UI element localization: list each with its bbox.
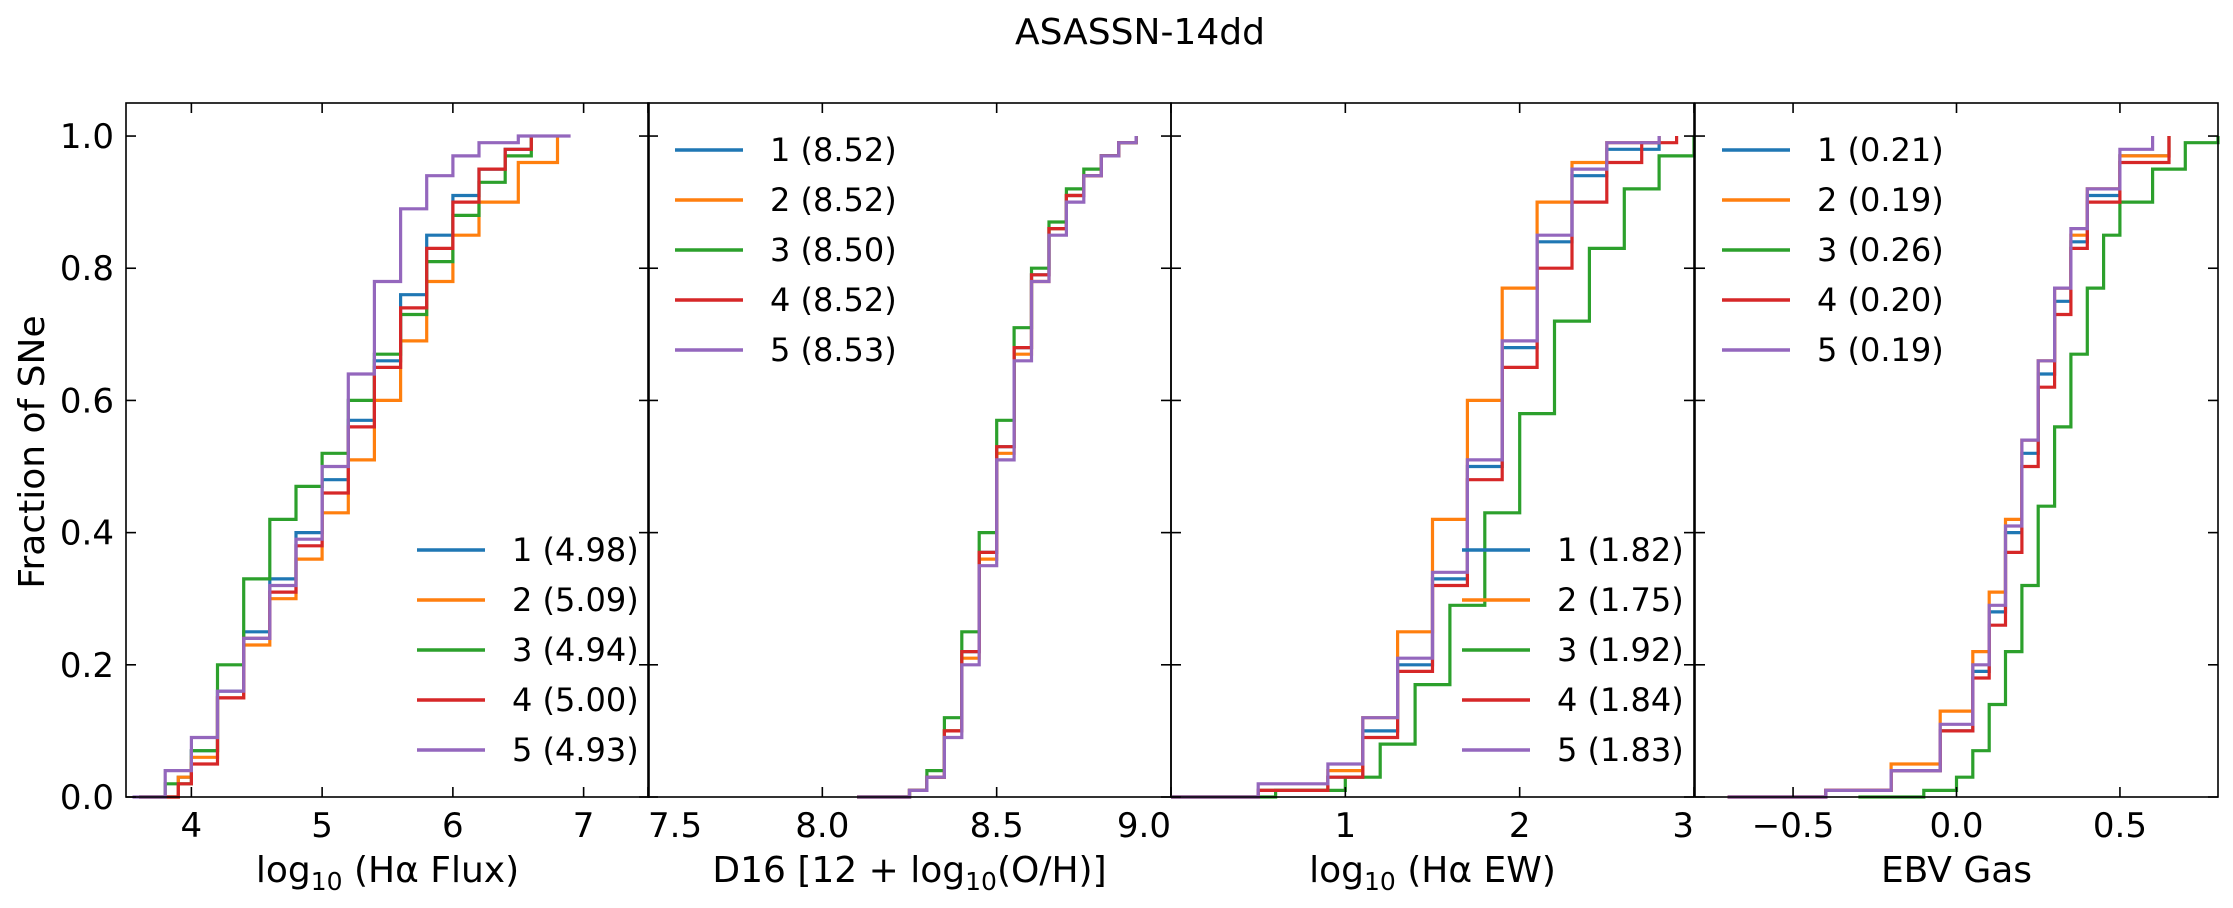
panel-1-x-tick-label: 5 <box>311 806 333 846</box>
legend-label-5: 5 (8.53) <box>770 331 897 369</box>
y-tick-label: 0.2 <box>60 646 114 686</box>
legend-label-5: 5 (1.83) <box>1557 731 1684 769</box>
legend-label-2: 2 (8.52) <box>770 181 897 219</box>
panel-3-x-tick-label: 2 <box>1509 806 1531 846</box>
panel-1: 0.0 0.2 0.4 0.6 0.8 1.0 4 5 6 7 log10 (Hα Flux) 1 (… <box>60 102 650 896</box>
legend-label-5: 5 (4.93) <box>512 731 639 769</box>
panel-3-x-tick-label: 3 <box>1672 806 1694 846</box>
panel-3-legend: 1 (1.82) 2 (1.75) 3 (1.92) 4 (1.84) 5 (1.83) <box>1462 531 1684 769</box>
panel-4-legend: 1 (0.21) 2 (0.19) 3 (0.26) 4 (0.20) 5 (0.19) <box>1722 131 1944 369</box>
panel-3-x-axis-label: log10 (Hα EW) <box>1309 850 1556 896</box>
panel-1-series-5-line <box>132 134 571 799</box>
panel-1-x-tick-label: 6 <box>442 806 464 846</box>
panel-4: −0.5 0.0 0.5 EBV Gas 1 (0.21) 2 (0.19) 3 (0.26… <box>1694 102 2220 891</box>
panel-1-x-axis-label: log10 (Hα Flux) <box>256 850 519 896</box>
legend-label-4: 4 (0.20) <box>1817 281 1944 319</box>
y-tick-label: 1.0 <box>60 117 114 157</box>
legend-label-1: 1 (8.52) <box>770 131 897 169</box>
panel-2-legend: 1 (8.52) 2 (8.52) 3 (8.50) 4 (8.52) 5 (8.53) <box>675 131 897 369</box>
panel-1-legend: 1 (4.98) 2 (5.09) 3 (4.94) 4 (5.00) 5 (4.93) <box>417 531 639 769</box>
legend-label-1: 1 (4.98) <box>512 531 639 569</box>
panel-1-series-4-line <box>139 136 533 799</box>
panel-2-frame <box>647 102 1172 798</box>
panel-2-x-tick-label: 8.0 <box>795 806 849 846</box>
panel-1-x-tick-label: 7 <box>573 806 595 846</box>
legend-label-2: 2 (1.75) <box>1557 581 1684 619</box>
panel-4-frame <box>1694 102 2219 798</box>
y-tick-label: 0.4 <box>60 514 114 554</box>
panel-3-frame <box>1170 102 1695 798</box>
panel-2: 7.5 8.0 8.5 9.0 D16 [12 + log10(O/H)] 1 (8.52… <box>647 102 1172 896</box>
panel-3: 1 2 3 log10 (Hα EW) 1 (1.82) 2 (1.75) 3 (1.92)… <box>1170 102 1696 896</box>
panels: 0.0 0.2 0.4 0.6 0.8 1.0 4 5 6 7 log10 (Hα Flux) 1 (… <box>60 102 2220 896</box>
panel-4-series-3-line <box>1858 136 2220 799</box>
chart-title: ASASSN-14dd <box>1015 12 1265 53</box>
panel-2-x-tick-label: 7.5 <box>648 806 702 846</box>
panel-2-x-tick-label: 8.5 <box>970 806 1024 846</box>
panel-3-series-5-line <box>1171 136 1661 799</box>
panel-2-series-5-line <box>857 136 1138 799</box>
panel-1-x-tick-label: 4 <box>181 806 203 846</box>
legend-label-3: 3 (0.26) <box>1817 231 1944 269</box>
panel-4-series-5-line <box>1727 136 2155 799</box>
legend-label-3: 3 (8.50) <box>770 231 897 269</box>
y-tick-label: 0.8 <box>60 249 114 289</box>
y-axis-label: Fraction of SNe <box>12 315 53 588</box>
legend-label-3: 3 (1.92) <box>1557 631 1684 669</box>
legend-label-4: 4 (8.52) <box>770 281 897 319</box>
panel-3-x-tick-label: 1 <box>1335 806 1357 846</box>
legend-label-2: 2 (5.09) <box>512 581 639 619</box>
panel-4-x-tick-label: 0.5 <box>2093 806 2147 846</box>
y-tick-label: 0.0 <box>60 778 114 818</box>
legend-label-4: 4 (1.84) <box>1557 681 1684 719</box>
legend-label-2: 2 (0.19) <box>1817 181 1944 219</box>
panel-4-x-axis-label: EBV Gas <box>1881 850 2032 891</box>
legend-label-1: 1 (1.82) <box>1557 531 1684 569</box>
legend-label-1: 1 (0.21) <box>1817 131 1944 169</box>
legend-label-4: 4 (5.00) <box>512 681 639 719</box>
panel-4-x-tick-label: −0.5 <box>1752 806 1835 846</box>
y-tick-label: 0.6 <box>60 381 114 421</box>
panel-2-x-tick-label: 9.0 <box>1117 806 1171 846</box>
panel-1-frame <box>125 102 650 798</box>
legend-label-3: 3 (4.94) <box>512 631 639 669</box>
legend-label-5: 5 (0.19) <box>1817 331 1944 369</box>
panel-4-x-tick-label: 0.0 <box>1929 806 1983 846</box>
panel-2-x-axis-label: D16 [12 + log10(O/H)] <box>712 850 1106 896</box>
